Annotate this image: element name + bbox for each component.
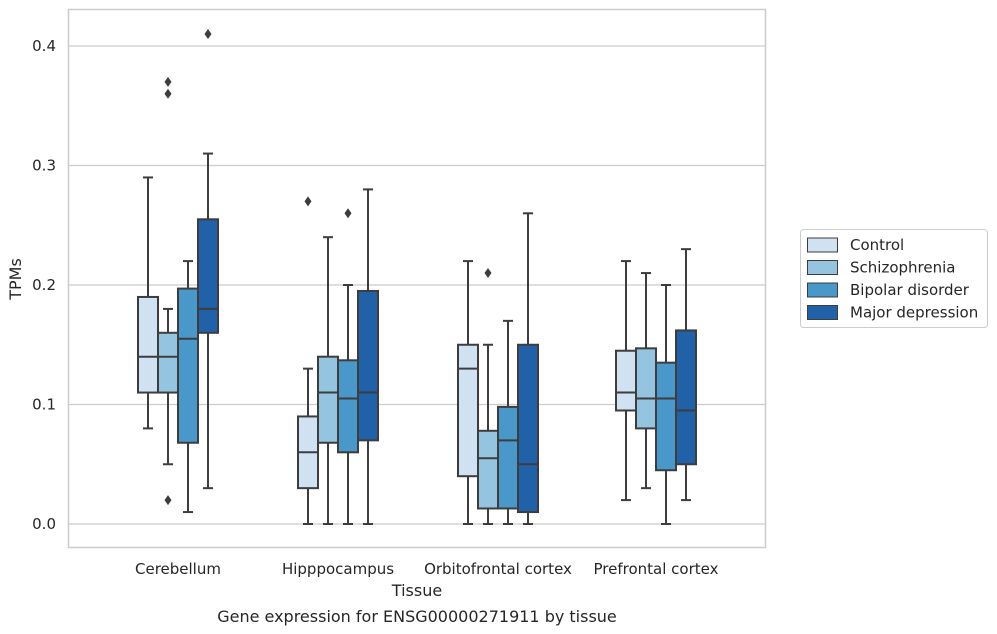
x-tick-label: Orbitofrontal cortex	[424, 560, 572, 578]
legend: Control Schizophrenia Bipolar disorder Majo…	[800, 229, 988, 328]
legend-swatch	[807, 237, 838, 253]
legend-swatch	[807, 282, 838, 298]
box-body	[497, 405, 519, 510]
outlier-point	[164, 88, 172, 99]
box-bipolar-disorder	[337, 208, 359, 525]
box-schizophrenia	[317, 236, 339, 525]
y-tick-label: 0.3	[32, 157, 56, 175]
y-tick-label: 0.4	[32, 37, 56, 55]
box-body	[337, 359, 359, 454]
y-tick-label: 0.1	[32, 396, 56, 414]
box-body	[635, 347, 657, 430]
outlier-point	[164, 495, 172, 506]
legend-label: Schizophrenia	[850, 259, 955, 277]
box-major-depression	[517, 212, 539, 525]
box-major-depression	[197, 29, 219, 490]
legend-swatch	[807, 305, 838, 320]
y-tick-label: 0.2	[32, 276, 56, 294]
box-schizophrenia	[477, 268, 499, 525]
box-body	[177, 287, 199, 444]
outlier-point	[344, 208, 352, 219]
box-body	[655, 361, 677, 472]
outlier-point	[484, 268, 492, 279]
box-major-depression	[357, 188, 379, 525]
box-layer	[137, 29, 697, 525]
box-bipolar-disorder	[177, 260, 199, 514]
box-body	[615, 349, 637, 412]
box-control	[137, 176, 159, 430]
box-schizophrenia	[635, 272, 657, 490]
box-control	[457, 260, 479, 525]
box-schizophrenia	[157, 76, 179, 506]
box-bipolar-disorder	[497, 319, 519, 525]
box-body	[675, 329, 697, 466]
box-bipolar-disorder	[655, 284, 677, 525]
box-control	[297, 196, 319, 525]
legend-frame	[800, 229, 988, 328]
box-body	[477, 429, 499, 510]
box-body	[137, 295, 159, 394]
x-tick-label: Hipppocampus	[282, 560, 394, 578]
box-body	[457, 343, 479, 478]
chart-caption: Gene expression for ENSG00000271911 by t…	[217, 607, 617, 626]
y-axis-label: TPMs	[6, 258, 25, 301]
box-control	[615, 260, 637, 502]
x-tick-label: Cerebellum	[135, 560, 221, 578]
y-tick-label: 0.0	[32, 515, 56, 533]
box-body	[517, 343, 539, 514]
outlier-point	[164, 76, 172, 87]
legend-label: Control	[850, 236, 904, 254]
x-tick-label: Prefrontal cortex	[594, 560, 719, 578]
y-axis-ticks: 0.0 0.1 0.2 0.3 0.4	[32, 37, 56, 533]
outlier-point	[304, 196, 312, 207]
x-axis-label: Tissue	[391, 581, 442, 600]
box-body	[317, 355, 339, 444]
box-body	[197, 218, 219, 334]
legend-label: Bipolar disorder	[850, 281, 970, 299]
box-body	[357, 289, 379, 442]
outlier-point	[204, 29, 212, 40]
x-axis-ticks: Cerebellum Hipppocampus Orbitofrontal cort…	[135, 560, 719, 578]
box-major-depression	[675, 248, 697, 502]
plot-area-frame	[67, 8, 767, 549]
box-body	[157, 331, 179, 394]
legend-label: Major depression	[850, 304, 978, 322]
legend-swatch	[807, 260, 838, 275]
